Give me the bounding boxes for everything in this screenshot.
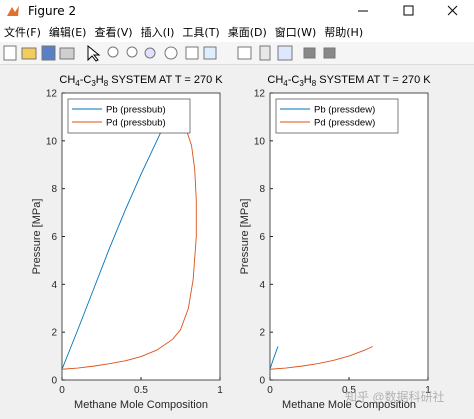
chart-title: CH4-C3H8 SYSTEM AT T = 270 K [267,74,431,88]
title-bar: Figure 2 [0,0,474,22]
data-line [61,126,197,370]
x-tick-label: 0.5 [342,385,356,396]
legend-label: Pb (pressdew) [314,105,375,116]
menu-item[interactable]: 查看(V) [94,26,133,39]
data-line [269,346,279,370]
axes-background [61,92,221,381]
x-tick-label: 0 [267,385,273,396]
y-tick-label: 8 [259,184,265,195]
y-tick-label: 12 [254,89,266,100]
print-button[interactable] [59,47,75,60]
menu-item[interactable]: 插入(I) [140,26,175,39]
brush-button[interactable] [203,46,217,60]
rotate-button[interactable] [164,46,178,60]
legend-box [275,98,399,134]
maximize-button[interactable] [403,5,414,16]
legend-label: Pb (pressbub) [106,105,166,116]
show-tools-button[interactable] [323,47,336,59]
y-tick-label: 6 [51,232,57,243]
toolbar-icons [3,44,336,62]
menu-bar: 文件(F) 编辑(E) 查看(V) 插入(I) 工具(T) 桌面(D) 窗口(W) 帮助(H) [0,22,474,42]
x-axis-label: Methane Mole Composition [282,399,416,411]
hide-tools-button[interactable] [303,47,316,59]
menu-item[interactable]: 文件(F) [4,26,41,39]
data-line [269,346,373,370]
y-tick-label: 10 [254,136,266,147]
pan-button[interactable] [144,47,156,59]
x-axis-label: Methane Mole Composition [74,399,208,411]
app-icon [7,6,19,16]
y-tick-label: 6 [259,232,265,243]
legend-label: Pd (pressdew) [314,118,375,129]
y-tick-label: 2 [51,328,57,339]
menu-item[interactable]: 窗口(W) [274,26,317,39]
y-tick-label: 0 [51,376,57,387]
menu-item[interactable]: 工具(T) [182,26,220,39]
save-button[interactable] [41,45,56,61]
x-tick-label: 0.5 [134,385,148,396]
datacursor-button[interactable] [185,46,199,60]
link-button[interactable] [237,46,252,60]
select-button[interactable] [87,44,101,62]
window-title: Figure 2 [28,4,77,18]
y-tick-label: 10 [46,136,58,147]
legend: Pb (pressbub) Pd (pressbub) [67,98,191,134]
legend-button[interactable] [277,45,293,61]
menu-item[interactable]: 帮助(H) [324,26,364,39]
zoom-out-button[interactable] [126,46,138,58]
legend-label: Pd (pressbub) [106,118,166,129]
axes-background [269,92,429,381]
menu-item[interactable]: 编辑(E) [48,26,87,39]
zoom-in-button[interactable] [107,46,119,58]
y-tick-label: 8 [51,184,57,195]
x-tick-label: 1 [217,385,223,396]
menu-item[interactable]: 桌面(D) [227,26,267,39]
y-tick-label: 2 [259,328,265,339]
x-tick-label: 0 [59,385,65,396]
colorbar-button[interactable] [259,45,271,61]
legend: Pb (pressdew) Pd (pressdew) [275,98,399,134]
toolbar [0,42,474,65]
y-axis-label: Pressure [MPa] [239,199,251,275]
open-button[interactable] [21,47,37,60]
new-button[interactable] [3,45,17,61]
x-tick-label: 1 [425,385,431,396]
y-tick-label: 0 [259,376,265,387]
y-tick-label: 4 [51,280,57,291]
y-axis-label: Pressure [MPa] [31,199,43,275]
y-tick-label: 4 [259,280,265,291]
y-tick-label: 12 [46,89,58,100]
legend-box [67,98,191,134]
close-button[interactable] [447,5,458,16]
window-controls [358,5,458,16]
data-line [61,116,169,370]
chart-title: CH4-C3H8 SYSTEM AT T = 270 K [59,74,223,88]
watermark: 知乎 @数据科研社 [345,389,445,404]
